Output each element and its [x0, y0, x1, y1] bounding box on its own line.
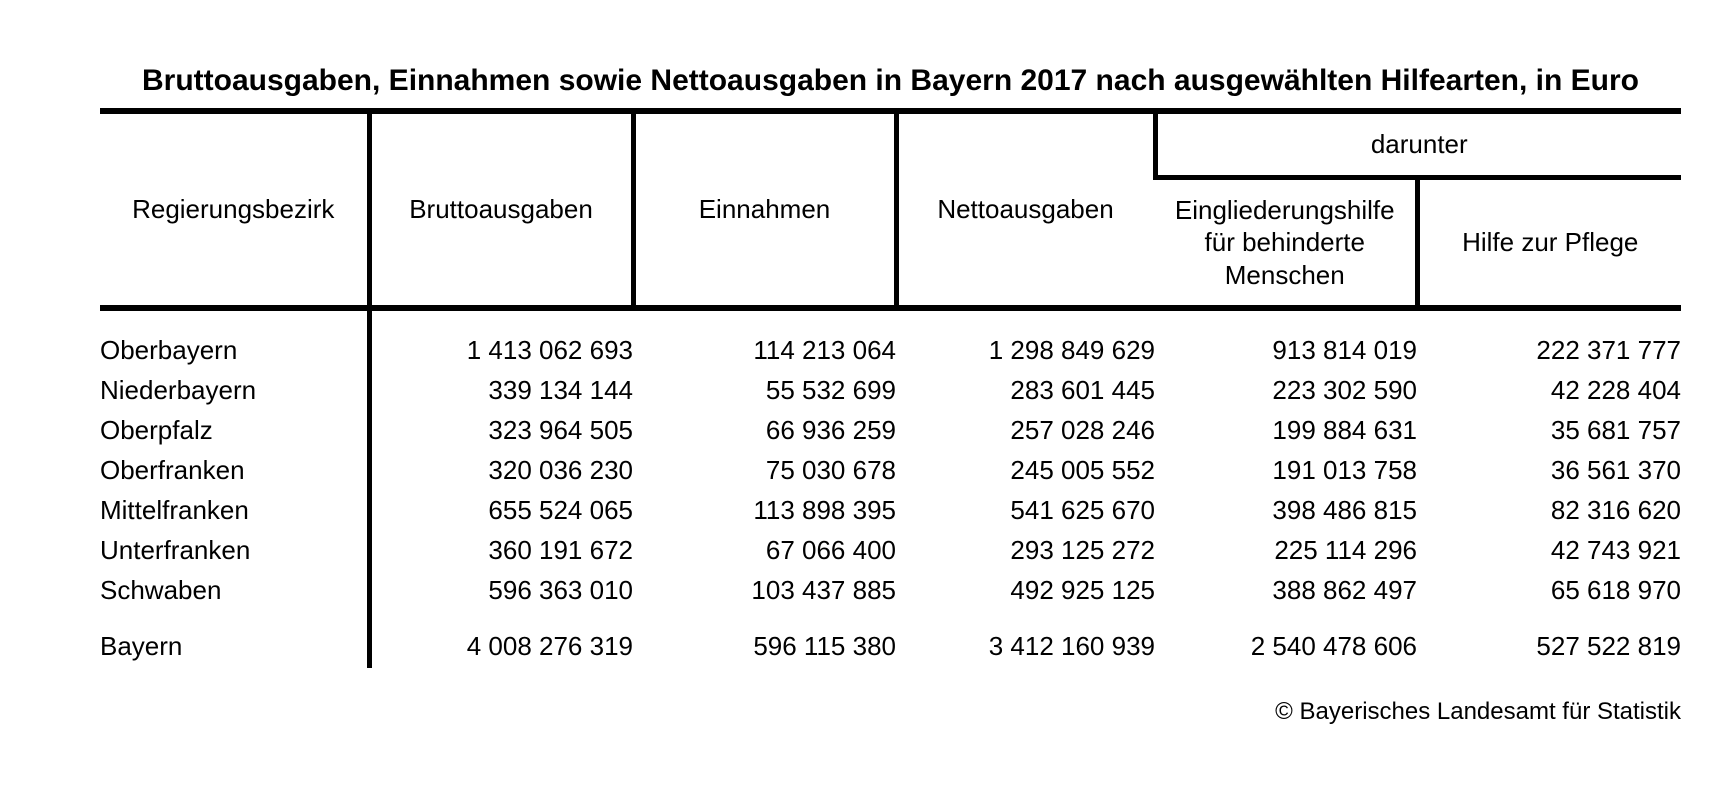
integration-cell: 398 486 815 — [1272, 494, 1417, 525]
gross-cell: 1 413 062 693 — [466, 334, 633, 365]
revenue-cell: 103 437 885 — [751, 574, 896, 605]
table-body: Oberbayern 1 413 062 693 114 213 064 1 2… — [100, 308, 1681, 668]
care-cell: 222 371 777 — [1536, 334, 1681, 365]
net-cell: 245 005 552 — [1010, 454, 1155, 485]
statistics-table-container: Regierungsbezirk Bruttoausgaben Einnahme… — [100, 108, 1681, 668]
region-cell: Oberfranken — [100, 450, 372, 490]
revenue-cell: 66 936 259 — [765, 414, 896, 445]
region-cell: Schwaben — [100, 570, 372, 610]
gross-cell: 360 191 672 — [488, 534, 633, 565]
revenue-cell: 55 532 699 — [765, 374, 896, 405]
gross-cell: 4 008 276 319 — [466, 631, 633, 661]
integration-cell: 913 814 019 — [1272, 334, 1417, 365]
integration-cell: 2 540 478 606 — [1250, 631, 1417, 661]
gross-cell: 320 036 230 — [488, 454, 633, 485]
gross-cell: 596 363 010 — [488, 574, 633, 605]
net-cell: 283 601 445 — [1010, 374, 1155, 405]
table-row-oberfranken: Oberfranken 320 036 230 75 030 678 245 0… — [100, 450, 1681, 490]
integration-cell: 388 862 497 — [1272, 574, 1417, 605]
care-cell: 42 228 404 — [1550, 374, 1681, 405]
table-header: Regierungsbezirk Bruttoausgaben Einnahme… — [100, 111, 1681, 311]
revenue-cell: 75 030 678 — [765, 454, 896, 485]
net-cell: 492 925 125 — [1010, 574, 1155, 605]
revenue-cell: 67 066 400 — [765, 534, 896, 565]
region-cell: Niederbayern — [100, 370, 372, 410]
col-header-integration: Eingliederungshilfe für behinderte Mensc… — [1155, 177, 1417, 311]
integration-cell: 191 013 758 — [1272, 454, 1417, 485]
gross-cell: 655 524 065 — [488, 494, 633, 525]
col-header-revenue: Einnahmen — [630, 111, 896, 311]
integration-cell: 199 884 631 — [1272, 414, 1417, 445]
table-row-unterfranken: Unterfranken 360 191 672 67 066 400 293 … — [100, 530, 1681, 570]
col-header-care: Hilfe zur Pflege — [1414, 177, 1681, 311]
statistics-table: Regierungsbezirk Bruttoausgaben Einnahme… — [100, 108, 1681, 668]
col-header-group-darunter: darunter — [1152, 111, 1681, 180]
revenue-cell: 113 898 395 — [753, 494, 896, 525]
care-cell: 36 561 370 — [1550, 454, 1681, 485]
col-header-net: Nettoausgaben — [893, 111, 1155, 311]
net-cell: 257 028 246 — [1010, 414, 1155, 445]
col-header-region: Regierungsbezirk — [100, 111, 372, 311]
table-row-niederbayern: Niederbayern 339 134 144 55 532 699 283 … — [100, 370, 1681, 410]
table-row-total-bayern: Bayern 4 008 276 319 596 115 380 3 412 1… — [100, 625, 1681, 668]
gross-cell: 339 134 144 — [488, 374, 633, 405]
region-cell: Oberpfalz — [100, 410, 372, 450]
gross-cell: 323 964 505 — [488, 414, 633, 445]
table-row-schwaben: Schwaben 596 363 010 103 437 885 492 925… — [100, 570, 1681, 610]
net-cell: 1 298 849 629 — [988, 334, 1155, 365]
header-gap-row — [100, 308, 1681, 330]
region-cell: Unterfranken — [100, 530, 372, 570]
revenue-cell: 596 115 380 — [753, 631, 896, 661]
copyright-notice: © Bayerisches Landesamt für Statistik — [1275, 698, 1681, 725]
region-cell: Mittelfranken — [100, 490, 372, 530]
net-cell: 293 125 272 — [1010, 534, 1155, 565]
table-row-mittelfranken: Mittelfranken 655 524 065 113 898 395 54… — [100, 490, 1681, 530]
care-cell: 35 681 757 — [1550, 414, 1681, 445]
region-cell: Oberbayern — [100, 330, 372, 370]
page-title: Bruttoausgaben, Einnahmen sowie Nettoaus… — [142, 64, 1639, 97]
care-cell: 527 522 819 — [1536, 631, 1681, 661]
col-header-gross: Bruttoausgaben — [366, 111, 633, 311]
integration-cell: 223 302 590 — [1272, 374, 1417, 405]
net-cell: 541 625 670 — [1010, 494, 1155, 525]
integration-cell: 225 114 296 — [1274, 534, 1417, 565]
total-gap-row — [100, 610, 1681, 625]
care-cell: 82 316 620 — [1550, 494, 1681, 525]
care-cell: 42 743 921 — [1550, 534, 1681, 565]
net-cell: 3 412 160 939 — [988, 631, 1155, 661]
care-cell: 65 618 970 — [1550, 574, 1681, 605]
region-cell: Bayern — [100, 625, 372, 668]
table-row-oberpfalz: Oberpfalz 323 964 505 66 936 259 257 028… — [100, 410, 1681, 450]
revenue-cell: 114 213 064 — [753, 334, 896, 365]
table-row-oberbayern: Oberbayern 1 413 062 693 114 213 064 1 2… — [100, 330, 1681, 370]
